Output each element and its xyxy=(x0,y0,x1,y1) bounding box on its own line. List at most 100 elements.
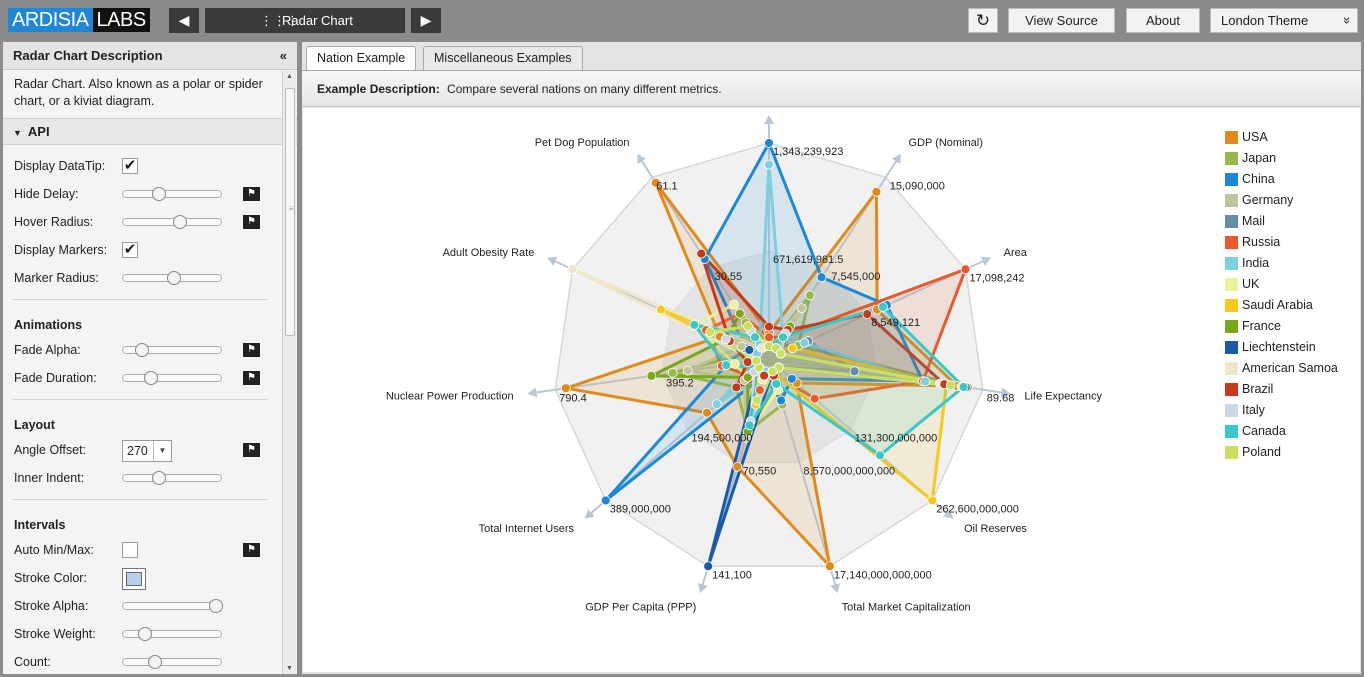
legend-item[interactable]: Canada xyxy=(1225,424,1355,445)
marker-radius-label: Marker Radius: xyxy=(14,271,99,285)
inner-indent-slider[interactable] xyxy=(122,471,222,485)
grid-icon: ⋮⋮⋮ xyxy=(260,13,299,28)
slider-thumb[interactable] xyxy=(152,187,166,201)
axis-mid-label: 8,549,121 xyxy=(871,317,920,329)
stroke-color-picker[interactable] xyxy=(122,568,146,590)
next-example-button[interactable]: ▶ xyxy=(411,8,441,33)
refresh-button[interactable]: ↻ xyxy=(968,8,998,33)
series-marker xyxy=(764,332,774,343)
auto-minmax-checkbox[interactable] xyxy=(122,542,138,558)
series-marker xyxy=(744,420,755,431)
slider-thumb[interactable] xyxy=(209,599,223,613)
legend-label: Italy xyxy=(1242,403,1265,417)
api-section-header[interactable]: ▼ API xyxy=(3,118,297,145)
slider-thumb[interactable] xyxy=(135,343,149,357)
axis-max-label: 17,140,000,000,000 xyxy=(834,569,932,581)
example-selector[interactable]: ⋮⋮⋮ Radar Chart xyxy=(205,8,405,33)
legend-item[interactable]: USA xyxy=(1225,130,1355,151)
series-marker xyxy=(945,380,956,391)
description-panel: Radar Chart Description « Radar Chart. A… xyxy=(3,42,297,674)
legend-item[interactable]: Mail xyxy=(1225,214,1355,235)
fade-duration-slider[interactable] xyxy=(122,371,222,385)
legend-item[interactable]: Liechtenstein xyxy=(1225,340,1355,361)
flag-icon[interactable]: ⚑ xyxy=(243,543,260,557)
fade-duration-label: Fade Duration: xyxy=(14,371,97,385)
series-marker xyxy=(729,299,739,310)
panel-scrollbar[interactable]: ▲ ≡ ▼ xyxy=(282,71,296,674)
about-button[interactable]: About xyxy=(1126,8,1200,33)
axis-arrow-icon xyxy=(547,256,558,266)
legend-item[interactable]: Poland xyxy=(1225,445,1355,466)
count-slider[interactable] xyxy=(122,655,222,669)
display-markers-checkbox[interactable]: ✔ xyxy=(122,241,138,258)
series-marker xyxy=(816,272,827,283)
stroke-alpha-slider[interactable] xyxy=(122,599,223,613)
axis-arrow-icon xyxy=(584,509,595,519)
flag-icon[interactable]: ⚑ xyxy=(243,215,260,229)
flag-icon[interactable]: ⚑ xyxy=(243,343,260,357)
previous-example-button[interactable]: ◀ xyxy=(169,8,199,33)
hide-delay-label: Hide Delay: xyxy=(14,187,79,201)
fade-alpha-slider[interactable] xyxy=(122,343,222,357)
legend-swatch xyxy=(1225,278,1238,291)
tab-miscellaneous-examples[interactable]: Miscellaneous Examples xyxy=(423,46,583,70)
axis-mid-label: 671,619,961.5 xyxy=(773,254,843,266)
slider-thumb[interactable] xyxy=(148,655,162,669)
slider-thumb[interactable] xyxy=(167,271,181,285)
hide-delay-slider[interactable] xyxy=(122,187,222,201)
hover-radius-slider[interactable] xyxy=(122,215,222,229)
series-marker xyxy=(696,248,707,259)
collapse-panel-icon[interactable]: « xyxy=(279,48,287,63)
flag-icon[interactable]: ⚑ xyxy=(243,187,260,201)
legend-item[interactable]: France xyxy=(1225,319,1355,340)
slider-thumb[interactable] xyxy=(152,471,166,485)
flag-icon[interactable]: ⚑ xyxy=(243,443,260,457)
stroke-weight-slider[interactable] xyxy=(122,627,222,641)
series-marker xyxy=(754,385,765,395)
legend-item[interactable]: UK xyxy=(1225,277,1355,298)
top-bar: ARDISIA LABS ◀ ⋮⋮⋮ Radar Chart ▶ ↻ View S… xyxy=(0,0,1364,40)
theme-select[interactable]: London Theme » xyxy=(1210,8,1358,33)
legend-item[interactable]: India xyxy=(1225,256,1355,277)
series-marker xyxy=(775,348,786,359)
view-source-button[interactable]: View Source xyxy=(1008,8,1115,33)
marker-radius-row: Marker Radius: xyxy=(14,268,274,288)
series-marker xyxy=(567,264,578,275)
slider-thumb[interactable] xyxy=(138,627,152,641)
legend-item[interactable]: Russia xyxy=(1225,235,1355,256)
scroll-down-icon[interactable]: ▼ xyxy=(286,665,293,672)
series-marker xyxy=(960,264,971,275)
slider-thumb[interactable] xyxy=(144,371,158,385)
panel-title: Radar Chart Description xyxy=(13,48,163,63)
legend-item[interactable]: Saudi Arabia xyxy=(1225,298,1355,319)
legend-item[interactable]: Germany xyxy=(1225,193,1355,214)
slider-thumb[interactable] xyxy=(173,215,187,229)
divider xyxy=(12,499,268,500)
stroke-alpha-label: Stroke Alpha: xyxy=(14,599,89,613)
axis-arrow-icon xyxy=(764,115,774,124)
stroke-color-row: Stroke Color: xyxy=(14,568,274,590)
legend-item[interactable]: American Samoa xyxy=(1225,361,1355,382)
angle-offset-select[interactable]: 270 ▼ xyxy=(122,440,172,462)
main-area: Nation Example Miscellaneous Examples Ex… xyxy=(302,42,1361,674)
hide-delay-row: Hide Delay: ⚑ xyxy=(14,184,274,204)
legend-item[interactable]: China xyxy=(1225,172,1355,193)
series-marker xyxy=(750,332,760,343)
legend-item[interactable]: Japan xyxy=(1225,151,1355,172)
auto-minmax-label: Auto Min/Max: xyxy=(14,543,94,557)
scrollbar-thumb[interactable]: ≡ xyxy=(285,88,295,336)
chart-description: Radar Chart. Also known as a polar or sp… xyxy=(14,77,263,108)
display-datatip-checkbox[interactable]: ✔ xyxy=(122,157,138,174)
series-marker xyxy=(729,359,740,369)
series-marker xyxy=(958,382,969,392)
flag-icon[interactable]: ⚑ xyxy=(243,371,260,385)
axis-title: Pet Dog Population xyxy=(535,137,630,149)
legend-label: Japan xyxy=(1242,151,1277,165)
scroll-up-icon[interactable]: ▲ xyxy=(286,73,293,80)
legend-item[interactable]: Italy xyxy=(1225,403,1355,424)
legend-item[interactable]: Brazil xyxy=(1225,382,1355,403)
description-label: Example Description: xyxy=(317,82,440,96)
legend-label: Germany xyxy=(1242,193,1294,207)
marker-radius-slider[interactable] xyxy=(122,271,222,285)
tab-nation-example[interactable]: Nation Example xyxy=(306,46,417,70)
